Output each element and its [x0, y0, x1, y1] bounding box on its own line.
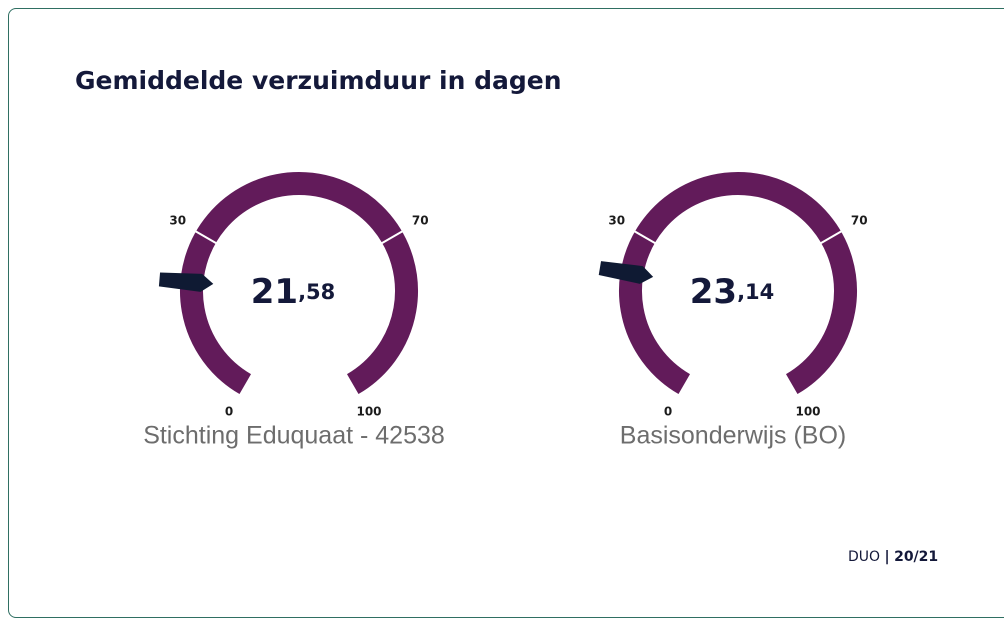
footer-source: DUO — [848, 549, 880, 565]
tick-label: 30 — [608, 214, 625, 228]
needle — [598, 261, 654, 284]
title: Gemiddelde verzuimduur in dagen — [75, 66, 562, 95]
value-label: 21,58 — [251, 272, 336, 312]
tick-label: 70 — [412, 214, 429, 228]
tick-separator — [194, 230, 218, 245]
dashboard: Gemiddelde verzuimduur in dagen DUO | 20… — [75, 66, 938, 565]
footer-separator: | — [885, 549, 890, 565]
footer: DUO | 20/21 — [848, 549, 938, 565]
tick-label: 0 — [225, 405, 233, 419]
tick-separator — [819, 230, 843, 245]
value-decimal: ,58 — [298, 280, 335, 304]
tick-separator — [380, 230, 404, 245]
tick-label: 0 — [664, 405, 672, 419]
gauge-label: Stichting Eduquaat - 42538 — [143, 422, 445, 450]
page: Gemiddelde verzuimduur in dagen DUO | 20… — [8, 8, 1004, 618]
value-integer: 21 — [251, 272, 298, 312]
gauge-arc — [619, 172, 857, 395]
tick-label: 70 — [851, 214, 868, 228]
value-decimal: ,14 — [737, 280, 774, 304]
tick-separator — [633, 230, 657, 245]
tick-label: 30 — [169, 214, 186, 228]
needle — [158, 272, 214, 292]
tick-label: 100 — [356, 405, 381, 419]
value-label: 23,14 — [690, 272, 775, 312]
gauge-arc — [180, 172, 418, 395]
footer-period: 20/21 — [894, 549, 938, 565]
gauge-label: Basisonderwijs (BO) — [620, 422, 846, 450]
tick-label: 100 — [795, 405, 820, 419]
value-integer: 23 — [690, 272, 737, 312]
